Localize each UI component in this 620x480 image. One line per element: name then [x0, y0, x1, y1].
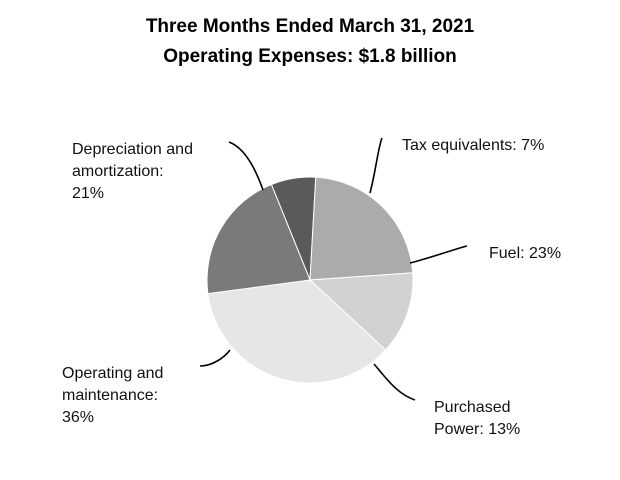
pie-slice: [206, 183, 311, 295]
slice-label: Operating and maintenance: 36%: [62, 365, 163, 426]
pie-slice: [309, 176, 414, 281]
slice-label-line: Depreciation and: [72, 141, 193, 158]
slice-label: Purchased Power: 13%: [434, 399, 520, 438]
pie-slice: [207, 279, 387, 384]
slice-label-line: maintenance:: [62, 387, 158, 404]
slice-label: Depreciation and amortization: 21%: [72, 141, 193, 202]
leader-line: [199, 349, 231, 367]
pie-slice: [308, 272, 414, 351]
slice-label-line: amortization:: [72, 163, 164, 180]
chart-title: Three Months Ended March 31, 2021: [145, 16, 475, 37]
chart-subtitle: Operating Expenses: $1.8 billion: [163, 46, 457, 67]
slice-label-line: Fuel: 23%: [489, 245, 561, 262]
leader-line: [409, 245, 468, 264]
slice-label-line: 21%: [72, 185, 104, 202]
leader-line: [373, 363, 416, 401]
slice-label-line: 36%: [62, 409, 94, 426]
slice-label-line: Purchased: [434, 399, 511, 416]
slice-label: Tax equivalents: 7%: [402, 137, 544, 154]
slice-label-line: Operating and: [62, 365, 163, 382]
slice-label-line: Tax equivalents: 7%: [402, 137, 544, 154]
slice-label: Fuel: 23%: [489, 245, 561, 262]
leader-line: [228, 141, 264, 191]
slice-label-line: Power: 13%: [434, 421, 520, 438]
leader-line: [369, 137, 383, 194]
